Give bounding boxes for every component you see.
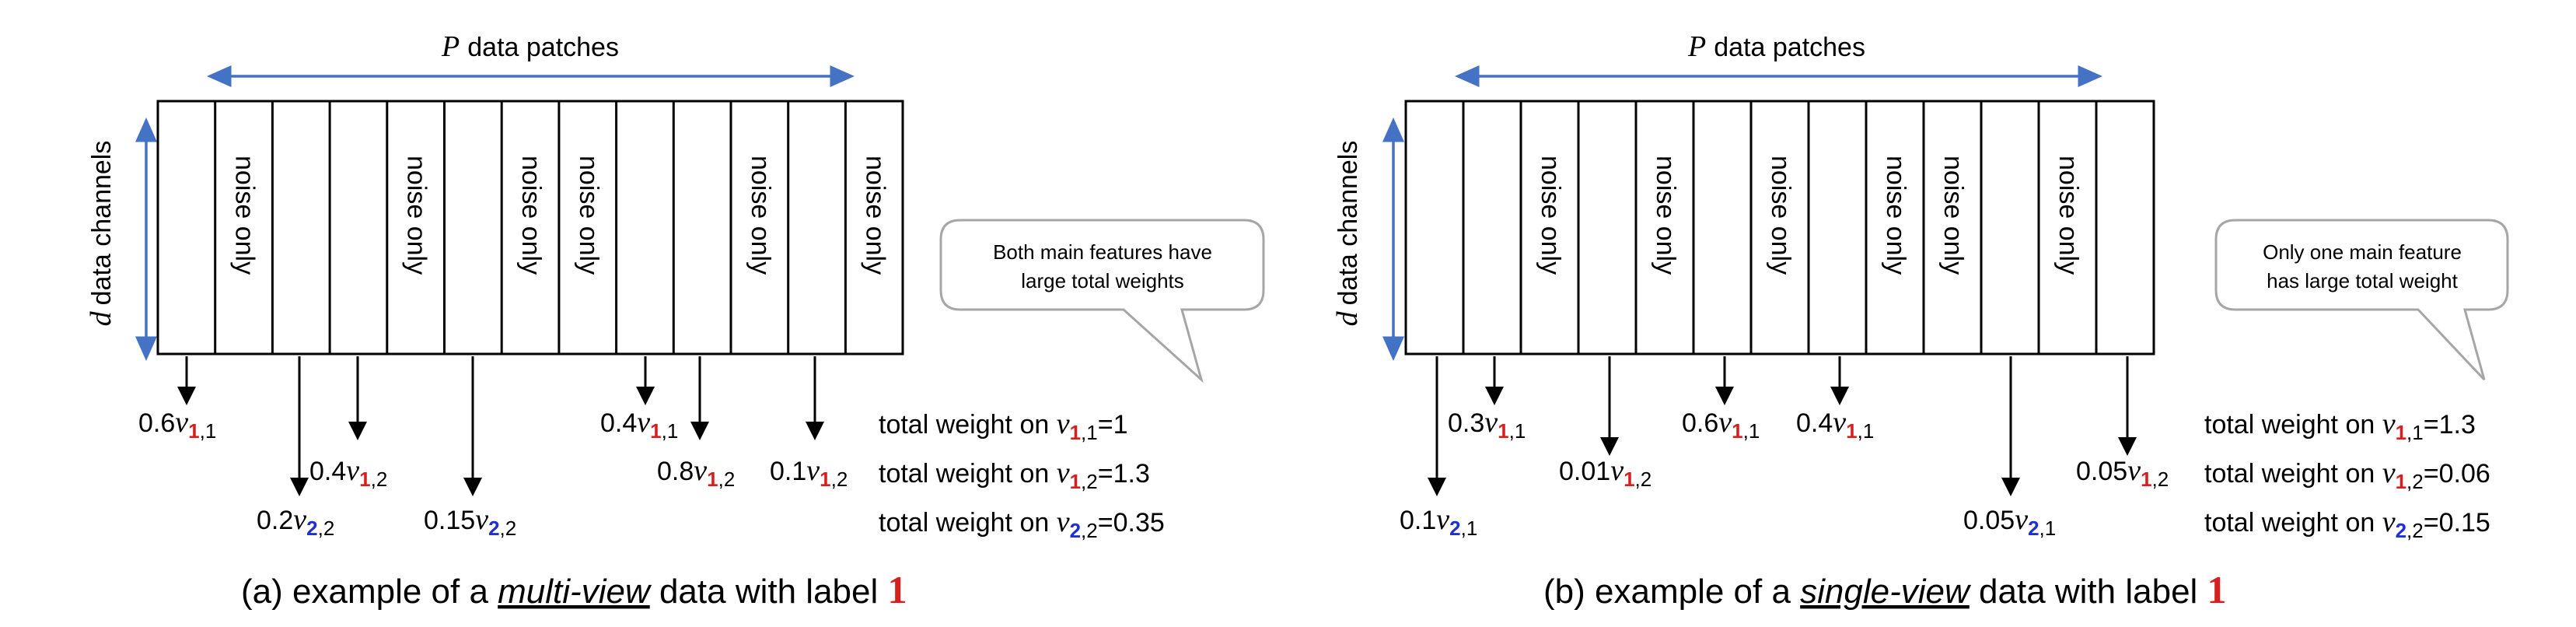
total-weights: total weight on v1,1=1 total weight on v1… bbox=[879, 408, 1165, 542]
weight-label: 0.1v1,2 bbox=[770, 454, 848, 491]
total-weight-line: total weight on v2,2=0.35 bbox=[879, 506, 1165, 542]
channels-label: ddata channels bbox=[1331, 141, 1364, 327]
callout-bubble bbox=[939, 219, 1265, 384]
noise-only-label: noise only bbox=[1766, 156, 1795, 275]
noise-only-label: noise only bbox=[1651, 156, 1680, 275]
noise-only-label: noise only bbox=[402, 156, 432, 275]
weight-labels: 0.6v1,1 0.2v2,2 0.4v1,2 0.15v2,2 0.4v1,1 0.8v… bbox=[138, 406, 848, 540]
noise-only-label: noise only bbox=[860, 156, 890, 275]
patch-grid bbox=[156, 100, 904, 356]
weight-label: 0.4v1,1 bbox=[600, 406, 678, 443]
callout-line-1: Both main features have bbox=[993, 240, 1212, 264]
noise-only-label: noise only bbox=[230, 156, 260, 275]
noise-only-label: noise only bbox=[2053, 156, 2083, 275]
weight-label: 0.1v2,1 bbox=[1400, 503, 1477, 540]
total-weight-line: total weight on v1,1=1 bbox=[879, 408, 1128, 444]
noise-labels: noise only noise only noise only noise only… bbox=[1536, 156, 2083, 275]
caption-a: (a) example of a multi-view data with la… bbox=[241, 568, 907, 611]
weight-label: 0.8v1,2 bbox=[657, 454, 735, 491]
weight-label: 0.4v1,1 bbox=[1796, 406, 1874, 443]
weight-arrows bbox=[177, 356, 824, 496]
weight-arrows bbox=[1428, 356, 2137, 496]
channels-label: ddata channels bbox=[85, 141, 117, 327]
weight-label: 0.2v2,2 bbox=[257, 503, 334, 540]
patch-dividers bbox=[1462, 101, 2098, 354]
total-weight-line: total weight on v2,2=0.15 bbox=[2204, 506, 2490, 542]
callout-line-2: has large total weight bbox=[2267, 269, 2458, 292]
callout-bubble bbox=[2214, 219, 2509, 381]
callout-line-1: Only one main feature bbox=[2263, 240, 2462, 264]
total-weight-line: total weight on v1,1=1.3 bbox=[2204, 408, 2476, 444]
caption-b: (b) example of a single-view data with l… bbox=[1543, 568, 2227, 611]
total-weight-line: total weight on v1,2=1.3 bbox=[879, 457, 1150, 493]
patch-grid bbox=[1404, 100, 2155, 356]
weight-label: 0.05v1,2 bbox=[2076, 454, 2169, 491]
noise-only-label: noise only bbox=[574, 156, 603, 275]
total-weights: total weight on v1,1=1.3 total weight on … bbox=[2204, 408, 2490, 542]
weight-label: 0.15v2,2 bbox=[424, 503, 516, 540]
noise-only-label: noise only bbox=[1938, 156, 1968, 275]
weight-label: 0.4v1,2 bbox=[309, 454, 387, 491]
weight-label: 0.05v2,1 bbox=[1963, 503, 2056, 540]
total-weight-line: total weight on v1,2=0.06 bbox=[2204, 457, 2490, 493]
callout-line-2: large total weights bbox=[1021, 269, 1184, 292]
noise-only-label: noise only bbox=[1881, 156, 1910, 275]
noise-only-label: noise only bbox=[1536, 156, 1565, 275]
weight-label: 0.6v1,1 bbox=[138, 406, 216, 443]
noise-labels: noise only noise only noise only noise only… bbox=[230, 156, 890, 275]
weight-label: 0.01v1,2 bbox=[1559, 454, 1652, 491]
weight-label: 0.6v1,1 bbox=[1682, 406, 1760, 443]
patch-dividers bbox=[214, 101, 847, 354]
noise-only-label: noise only bbox=[746, 156, 775, 275]
weight-label: 0.3v1,1 bbox=[1448, 406, 1526, 443]
weight-labels: 0.1v2,1 0.3v1,1 0.01v1,2 0.6v1,1 0.4v1,1 0.05… bbox=[1400, 406, 2169, 540]
noise-only-label: noise only bbox=[516, 156, 546, 275]
